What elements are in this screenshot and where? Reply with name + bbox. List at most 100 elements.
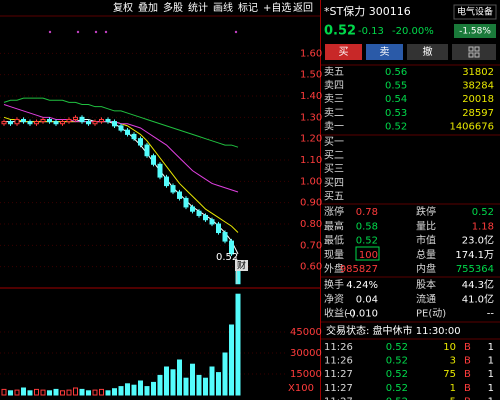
stat-value: 44.3亿 — [462, 278, 494, 291]
volume-bar — [21, 387, 26, 396]
volume-bar — [99, 388, 104, 396]
volume-bar — [118, 386, 124, 396]
volume-bar — [112, 388, 117, 396]
bid-label: 买一 — [324, 136, 344, 148]
candle-body — [229, 240, 234, 255]
sell-button[interactable] — [366, 44, 403, 60]
y-tick-label: 0.90 — [300, 198, 322, 209]
stat-value: 174.1万 — [455, 250, 494, 261]
ask-price: 0.55 — [385, 81, 407, 92]
candle-body — [151, 155, 156, 165]
toolbar-item[interactable]: 标记 — [238, 2, 258, 14]
toolbar-item[interactable]: 画线 — [213, 1, 233, 14]
toolbar-item[interactable]: 多股 — [163, 1, 183, 14]
stat-value: 0.52 — [356, 236, 378, 247]
candle-body — [183, 197, 189, 208]
volume-bar — [14, 389, 20, 396]
candle-body — [196, 210, 202, 216]
bid-label: 买四 — [324, 177, 344, 189]
stat-label: 内盘 — [416, 262, 436, 275]
candle-body — [170, 185, 176, 193]
toolbar-item[interactable]: +自选 — [263, 1, 291, 14]
stat-value: -0.010 — [346, 309, 378, 320]
volume-bar — [47, 390, 52, 396]
volume-bar — [222, 352, 228, 396]
more-button[interactable] — [452, 44, 496, 60]
toolbar-item[interactable]: 复权 — [113, 1, 133, 14]
volume-bar — [8, 390, 13, 396]
ask-label: 卖二 — [324, 107, 344, 119]
trade-side: B — [464, 383, 471, 394]
bid-label: 买二 — [324, 150, 344, 162]
ask-volume: 31802 — [462, 67, 494, 78]
stat-label: 净资 — [324, 292, 344, 305]
stat-label: 总量 — [416, 248, 436, 261]
volume-bar — [151, 381, 156, 396]
ask-label: 卖三 — [324, 93, 344, 105]
ask-label: 卖一 — [324, 120, 344, 132]
candle-body — [21, 118, 26, 123]
stat-value: 985827 — [340, 264, 378, 275]
stat-value: 0.04 — [356, 294, 378, 305]
candle-body — [131, 133, 137, 140]
volume-unit: X100 — [288, 383, 314, 394]
trade-button-label[interactable]: 买 — [339, 46, 349, 58]
candle-body — [8, 121, 13, 125]
stat-label: 市值 — [416, 234, 436, 247]
y-tick-label: 1.00 — [300, 176, 322, 187]
candle-body — [27, 121, 33, 125]
trade-count: 1 — [488, 383, 494, 394]
candle-body — [86, 121, 91, 125]
candle-body — [47, 118, 52, 123]
volume-bar — [73, 387, 78, 396]
trade-count: 1 — [488, 396, 494, 400]
stat-value: 4.24% — [346, 280, 378, 291]
candle-body — [53, 121, 59, 125]
change-pct: -20.00% — [392, 26, 434, 37]
volume-bar — [34, 388, 39, 396]
volume-bar — [53, 388, 59, 396]
moving-average — [3, 104, 239, 193]
candle-body — [34, 121, 39, 125]
volume-bar — [1, 388, 7, 396]
trade-time: 11:26 — [324, 342, 353, 353]
trade-volume: 10 — [443, 342, 456, 353]
stat-label: 跌停 — [416, 205, 436, 218]
candle-body — [144, 144, 150, 157]
stat-value: 1.18 — [472, 221, 494, 232]
sector-box — [453, 4, 497, 20]
stat-label: 外盘 — [324, 262, 344, 275]
toolbar-item[interactable]: 叠加 — [138, 2, 158, 14]
volume-bar — [177, 359, 182, 396]
buy-button[interactable] — [325, 44, 362, 60]
stat-label: 最低 — [324, 234, 344, 247]
trade-time: 11:26 — [324, 356, 353, 367]
stat-value: 100 — [359, 250, 378, 261]
ask-price: 0.52 — [385, 121, 407, 132]
candle-body — [190, 206, 195, 212]
cancel-button[interactable] — [407, 44, 448, 60]
candle-body — [79, 116, 85, 123]
candle-body — [40, 118, 46, 123]
trade-volume: 75 — [443, 369, 456, 380]
toolbar-item[interactable]: 返回 — [293, 2, 313, 14]
volume-bar — [183, 377, 189, 396]
stat-value: 41.0亿 — [462, 292, 494, 305]
ask-volume: 28597 — [462, 108, 494, 119]
volume-bar — [216, 372, 221, 396]
ask-price: 0.56 — [385, 67, 407, 78]
trade-time: 11:27 — [324, 369, 353, 380]
trade-count: 1 — [488, 369, 494, 380]
candle-body — [177, 191, 182, 199]
toolbar-item[interactable]: 统计 — [188, 1, 208, 14]
trade-button-label[interactable]: 卖 — [380, 46, 390, 58]
bid-label: 买三 — [324, 163, 344, 175]
candle-body — [66, 118, 72, 123]
candle-body — [14, 118, 20, 125]
trade-price: 0.52 — [386, 396, 408, 400]
candle-body — [112, 121, 117, 127]
volume-bar — [229, 324, 234, 396]
trade-button-label[interactable]: 撤 — [423, 45, 433, 58]
panel-separators — [321, 64, 500, 340]
candle-body — [203, 214, 208, 221]
